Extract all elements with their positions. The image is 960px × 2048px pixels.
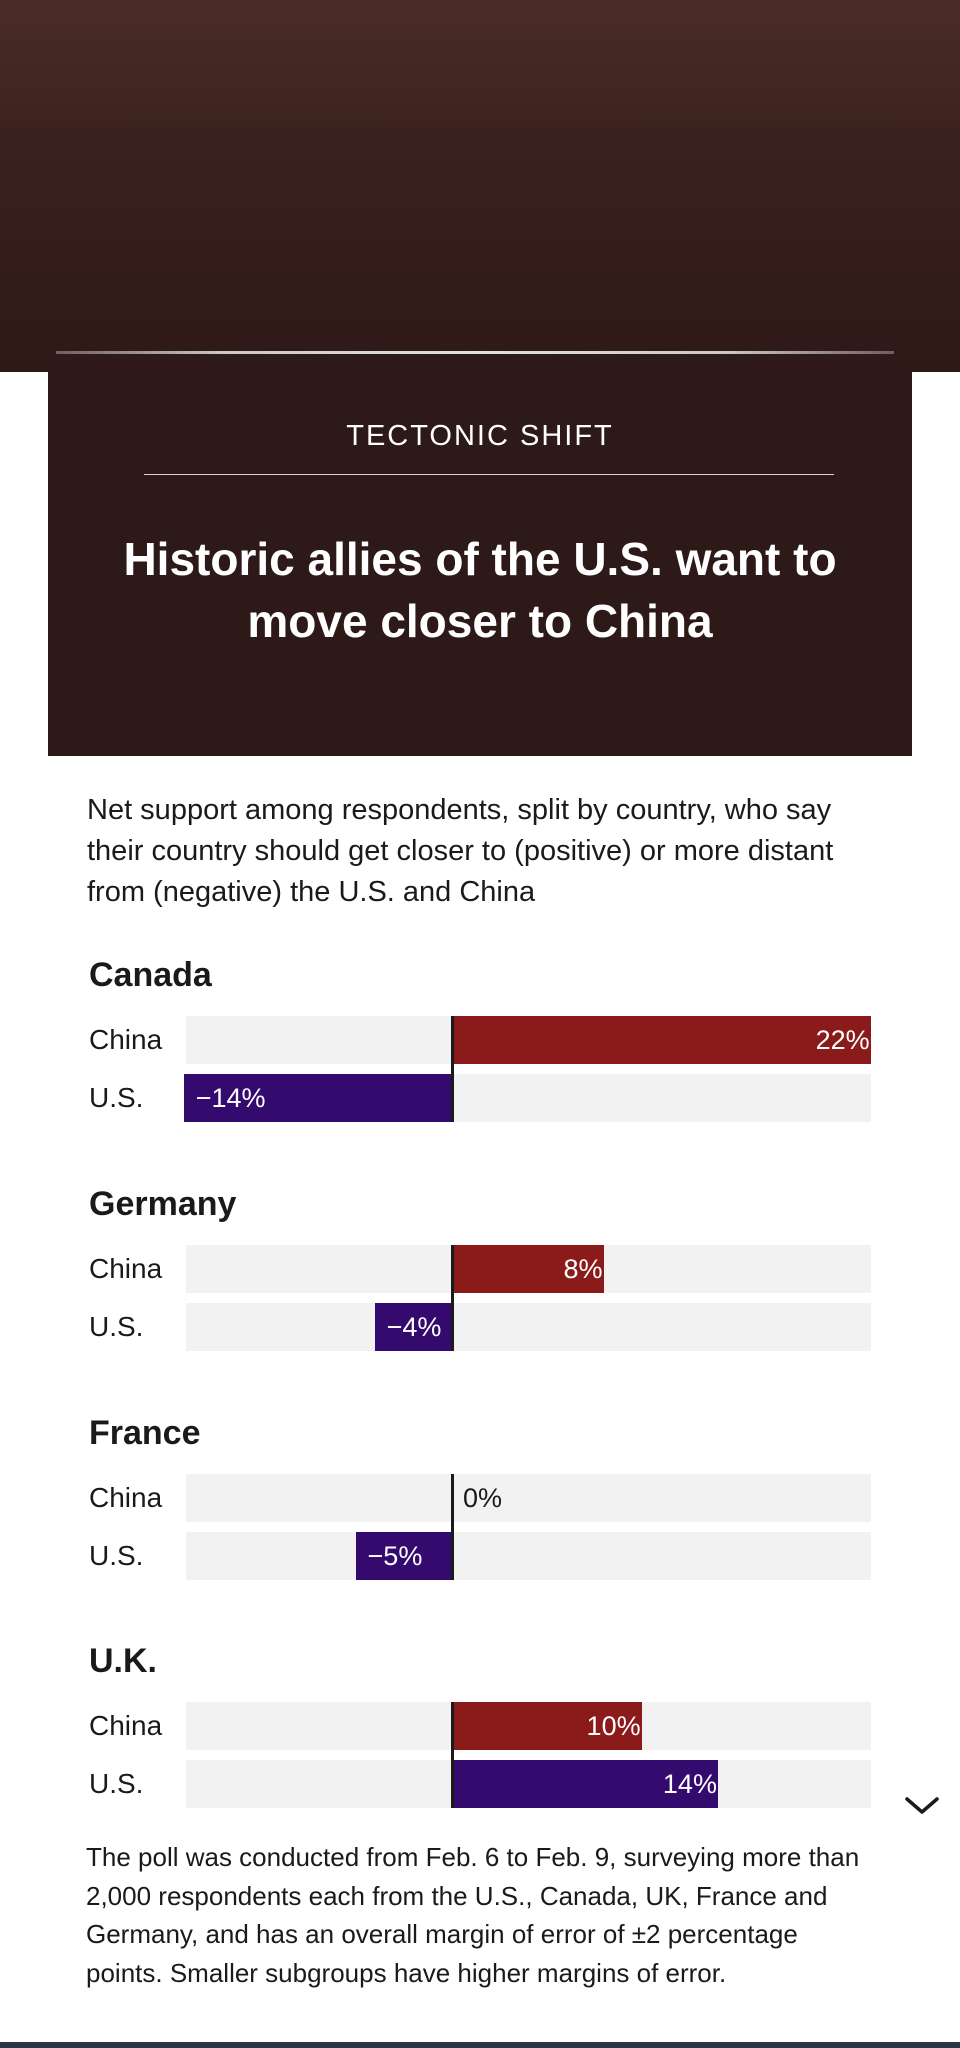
bar-us-germany <box>374 1303 451 1351</box>
bar-us-france <box>355 1532 451 1580</box>
kicker: TECTONIC SHIFT <box>346 420 614 452</box>
bar-us-canada <box>183 1074 451 1122</box>
country-group-u-k: U.K. China 10% U.S. 14% <box>0 1642 960 1812</box>
country-title: Germany <box>89 1185 237 1223</box>
value-label: 14% <box>662 1769 717 1799</box>
footnote: The poll was conducted from Feb. 6 to Fe… <box>86 1842 860 1988</box>
zero-axis <box>451 1016 454 1122</box>
country-group-germany: Germany China 8% U.S. −4% <box>0 1185 960 1355</box>
country-title: Canada <box>89 956 212 994</box>
row-label-china: China <box>89 1710 163 1741</box>
hero-image-band <box>0 0 960 372</box>
header-card: TECTONIC SHIFT Historic allies of the U.… <box>48 372 912 756</box>
row-label-us: U.S. <box>89 1768 144 1799</box>
value-label: 22% <box>815 1025 870 1055</box>
country-group-france: France China 0% U.S. −5% <box>0 1414 960 1584</box>
bottom-edge <box>0 2042 960 2048</box>
zero-axis <box>451 1245 454 1351</box>
value-label: 8% <box>563 1254 603 1284</box>
bar-track: 8% <box>186 1245 871 1293</box>
country-group-canada: Canada China 22% U.S. −14% <box>0 956 960 1126</box>
bar-track: 0% <box>186 1474 871 1522</box>
zero-axis <box>451 1702 454 1808</box>
value-label: −5% <box>367 1541 423 1571</box>
bar-china-germany <box>451 1245 604 1293</box>
bar-track: −4% <box>186 1303 871 1351</box>
row-label-china: China <box>89 1253 163 1284</box>
bar-track: 14% <box>186 1760 871 1808</box>
bar-track: −5% <box>186 1532 871 1580</box>
value-label: −14% <box>195 1083 266 1113</box>
bar-china-canada <box>451 1016 871 1064</box>
value-label: −4% <box>386 1312 442 1342</box>
bar-track: 10% <box>186 1702 871 1750</box>
page-title: Historic allies of the U.S. want to move… <box>123 533 837 647</box>
row-label-china: China <box>89 1482 163 1513</box>
bar-us-u-k <box>451 1760 719 1808</box>
chevron-down-icon[interactable] <box>904 1793 940 1817</box>
kicker-divider <box>144 474 834 475</box>
row-label-us: U.S. <box>89 1311 144 1342</box>
row-label-china: China <box>89 1024 163 1055</box>
bar-track: −14% <box>183 1074 871 1122</box>
country-title: U.K. <box>89 1642 157 1680</box>
hero-divider <box>56 351 894 354</box>
bar-china-u-k <box>451 1702 642 1750</box>
bar-track: 22% <box>186 1016 871 1064</box>
row-label-us: U.S. <box>89 1540 144 1571</box>
country-title: France <box>89 1414 201 1452</box>
row-label-us: U.S. <box>89 1082 144 1113</box>
value-label: 0% <box>463 1483 503 1513</box>
value-label: 10% <box>586 1711 641 1741</box>
zero-axis <box>451 1474 454 1580</box>
chart-description: Net support among respondents, split by … <box>87 794 834 908</box>
